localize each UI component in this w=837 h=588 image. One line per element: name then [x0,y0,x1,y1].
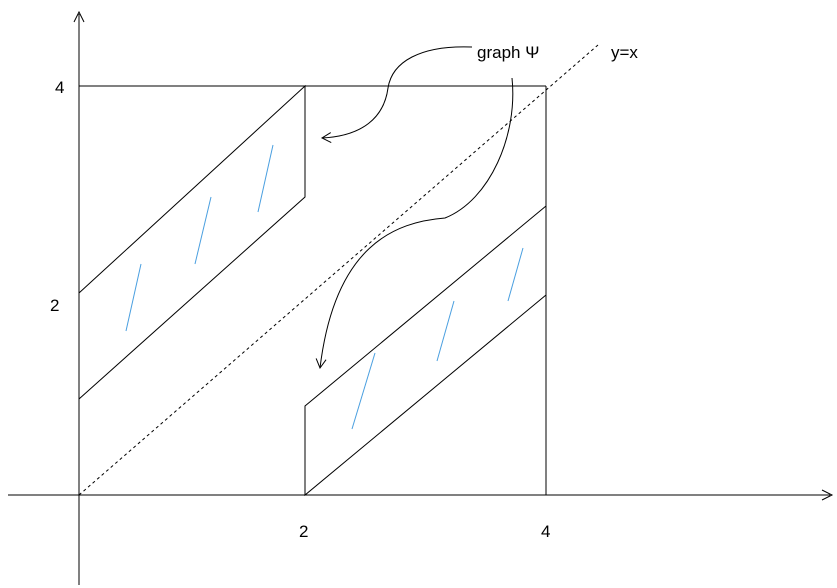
y-tick-label: 4 [55,78,64,97]
hatch-stroke [194,196,212,265]
hatch-stroke [257,144,274,213]
y-axis-arrow-icon [73,10,85,23]
arrow-to-upper-band [320,46,473,143]
x-axis-arrow-icon [821,489,834,501]
x-tick-label: 2 [299,522,308,541]
graph-psi-label: graph Ψ [477,43,539,62]
upper-band-outline [78,84,306,400]
arrow-to-lower-band [315,77,514,370]
hatch-stroke [436,300,455,362]
y-tick-label: 2 [50,296,59,315]
lower-band-outline [304,205,547,497]
x-tick-label: 4 [541,522,550,541]
hatch-stroke [507,247,524,302]
diagonal-label: y=x [611,43,638,62]
hatch-stroke [125,263,142,332]
diagonal-line [78,44,599,496]
hatch-stroke [351,352,376,430]
